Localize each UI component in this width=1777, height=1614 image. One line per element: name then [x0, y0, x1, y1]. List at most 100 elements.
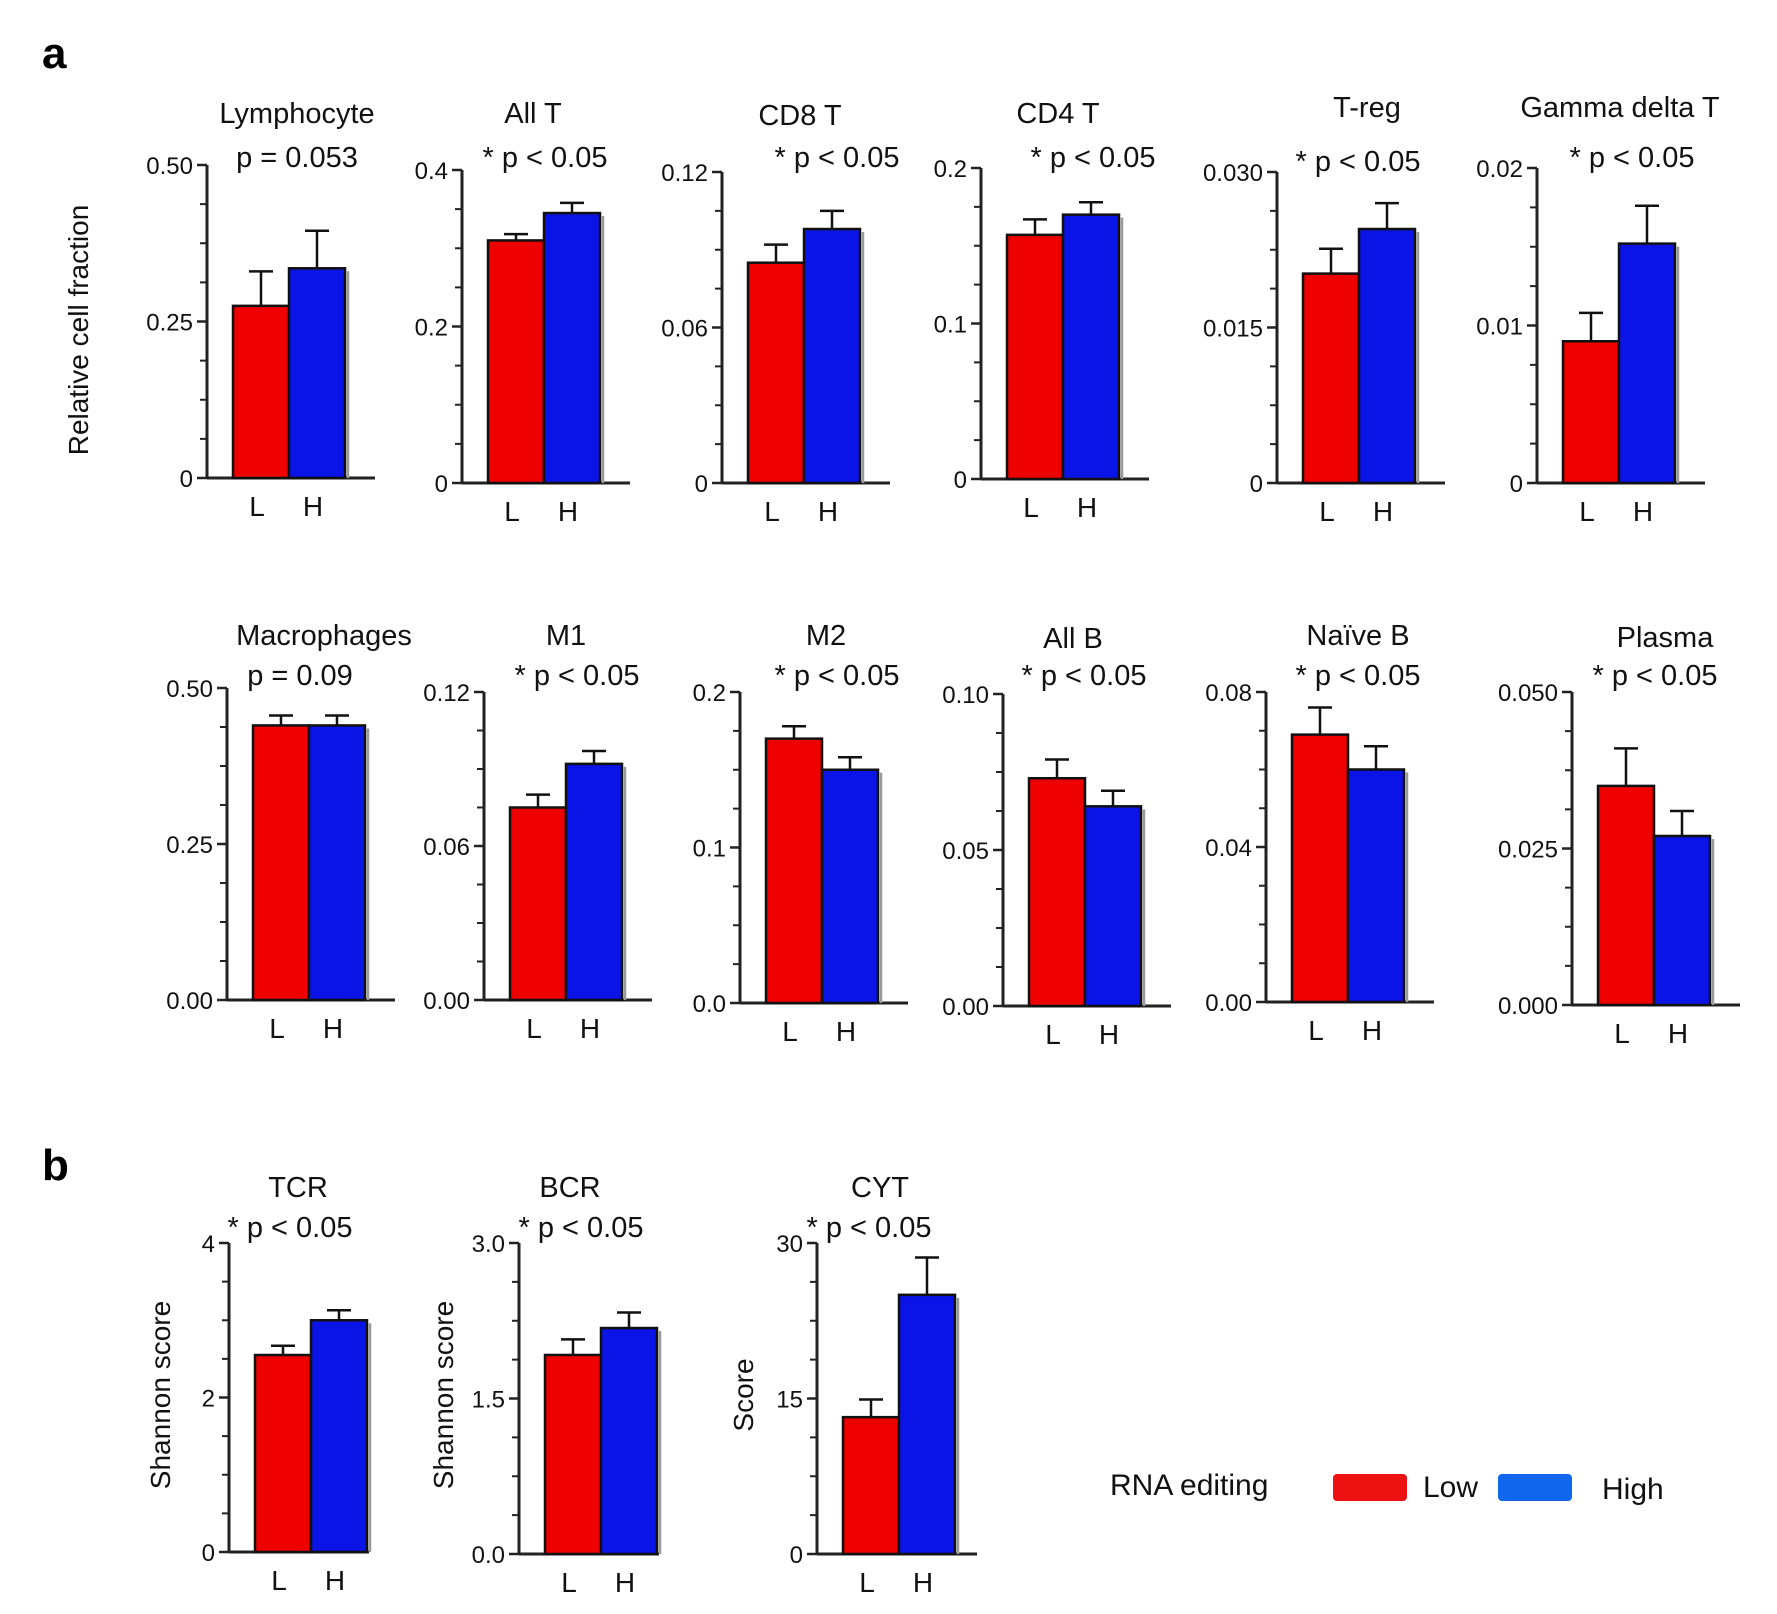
x-category-label: L [1308, 1015, 1324, 1046]
y-tick-label: 0.50 [166, 676, 213, 703]
panel-label-a: a [42, 29, 67, 78]
chart-11: Naïve B * p < 0.05 0.00 0.04 0.08 L H [1205, 620, 1434, 1046]
bar-L [508, 806, 568, 1002]
y-tick-label: 0.00 [942, 994, 989, 1021]
y-tick-label: 0.1 [693, 836, 726, 863]
bar-H [1083, 805, 1143, 1008]
y-axis-label: Shannon score [145, 1301, 176, 1489]
p-value-label: * p < 0.05 [483, 142, 608, 174]
x-category-label: H [1099, 1019, 1119, 1050]
y-tick-label: 0.12 [661, 160, 708, 187]
x-category-label: H [818, 496, 838, 527]
chart-title: BCR [539, 1172, 600, 1204]
p-value-label: p = 0.053 [236, 142, 358, 174]
chart-12: Plasma * p < 0.05 0.000 0.025 0.050 L H [1498, 622, 1740, 1049]
y-tick-label: 0.050 [1498, 680, 1558, 707]
x-category-label: H [1373, 496, 1393, 527]
chart-title: Gamma delta T [1520, 92, 1720, 124]
bar-L [746, 261, 806, 485]
x-category-label: L [271, 1565, 287, 1596]
bar-L [1005, 233, 1065, 481]
x-category-label: H [1362, 1015, 1382, 1046]
y-tick-label: 0.10 [942, 682, 989, 709]
bar-H [564, 762, 624, 1002]
x-category-label: H [580, 1013, 600, 1044]
chart-8: M1 * p < 0.05 0.00 0.06 0.12 L H [423, 620, 652, 1044]
y-tick-label: 30 [776, 1231, 803, 1258]
y-tick-label: 4 [202, 1231, 215, 1258]
chart-title: M1 [546, 620, 586, 652]
x-category-label: L [1614, 1018, 1630, 1049]
bar-H [542, 211, 602, 485]
y-tick-label: 0.05 [942, 838, 989, 865]
y-tick-label: 0.06 [423, 834, 470, 861]
bar-H [1357, 227, 1417, 485]
chart-6: Gamma delta T * p < 0.05 0 0.01 0.02 L H [1476, 92, 1720, 527]
y-tick-label: 0.1 [934, 312, 967, 339]
chart-title: Plasma [1617, 622, 1715, 654]
y-tick-label: 0.08 [1205, 680, 1252, 707]
x-category-label: L [782, 1016, 798, 1047]
bar-L [764, 737, 824, 1005]
chart-title: CYT [851, 1172, 909, 1204]
chart-title: Lymphocyte [219, 98, 374, 130]
y-tick-label: 0.015 [1203, 316, 1263, 343]
y-tick-label: 0.00 [1205, 990, 1252, 1017]
p-value-label: * p < 0.05 [1031, 142, 1156, 174]
y-tick-label: 0.0 [472, 1542, 505, 1569]
bar-L [253, 1353, 313, 1554]
x-category-label: L [1319, 496, 1335, 527]
y-tick-label: 0 [180, 466, 193, 493]
y-tick-label: 0 [695, 471, 708, 498]
x-category-label: H [836, 1016, 856, 1047]
chart-title: M2 [806, 620, 846, 652]
chart-title: All B [1043, 623, 1103, 655]
y-tick-label: 0.2 [693, 680, 726, 707]
x-category-label: L [859, 1567, 875, 1598]
p-value-label: * p < 0.05 [807, 1212, 932, 1244]
bar-H [287, 267, 347, 480]
p-value-label: * p < 0.05 [775, 142, 900, 174]
chart-title: All T [504, 98, 562, 130]
chart-7: Macrophages p = 0.09 0.00 0.25 0.50 L H [166, 620, 412, 1044]
bar-L [1301, 272, 1361, 485]
y-tick-label: 0 [954, 467, 967, 494]
bar-L [1290, 733, 1350, 1004]
y-tick-label: 1.5 [472, 1387, 505, 1414]
chart-1: Lymphocyte p = 0.053 0 0.25 0.50 L H Relative c… [63, 98, 375, 522]
bar-L [486, 239, 546, 485]
p-value-label: * p < 0.05 [1296, 660, 1421, 692]
legend-label-low: Low [1423, 1471, 1478, 1504]
legend-title: RNA editing [1110, 1469, 1268, 1502]
y-tick-label: 0.25 [166, 832, 213, 859]
legend-swatch-high [1498, 1474, 1572, 1501]
bar-H [1617, 242, 1677, 485]
p-value-label: * p < 0.05 [515, 660, 640, 692]
panel-label-b: b [42, 1141, 69, 1190]
x-category-label: H [1077, 492, 1097, 523]
y-tick-label: 0 [435, 471, 448, 498]
y-tick-label: 0.2 [934, 156, 967, 183]
y-tick-label: 0 [790, 1542, 803, 1569]
y-tick-label: 3.0 [472, 1231, 505, 1258]
y-axis-label: Score [728, 1358, 759, 1431]
bar-H [309, 1319, 369, 1554]
chart-4: CD4 T * p < 0.05 0 0.1 0.2 L H [934, 98, 1156, 523]
y-tick-label: 15 [776, 1387, 803, 1414]
chart-9: M2 * p < 0.05 0.0 0.1 0.2 L H [693, 620, 908, 1047]
legend-label-high: High [1602, 1473, 1664, 1506]
x-category-label: H [323, 1013, 343, 1044]
p-value-label: * p < 0.05 [1593, 660, 1718, 692]
y-axis-label: Shannon score [428, 1301, 459, 1489]
y-tick-label: 2 [202, 1386, 215, 1413]
bar-H [897, 1293, 957, 1556]
y-tick-label: 0.04 [1205, 835, 1252, 862]
x-category-label: L [269, 1013, 285, 1044]
x-category-label: H [325, 1565, 345, 1596]
chart-title: CD4 T [1016, 98, 1100, 130]
y-tick-label: 0.025 [1498, 837, 1558, 864]
y-tick-label: 0.4 [415, 158, 448, 185]
legend-swatch-low [1333, 1474, 1407, 1501]
bar-H [307, 724, 367, 1002]
chart-3: CD8 T * p < 0.05 0 0.06 0.12 L H [661, 100, 899, 527]
